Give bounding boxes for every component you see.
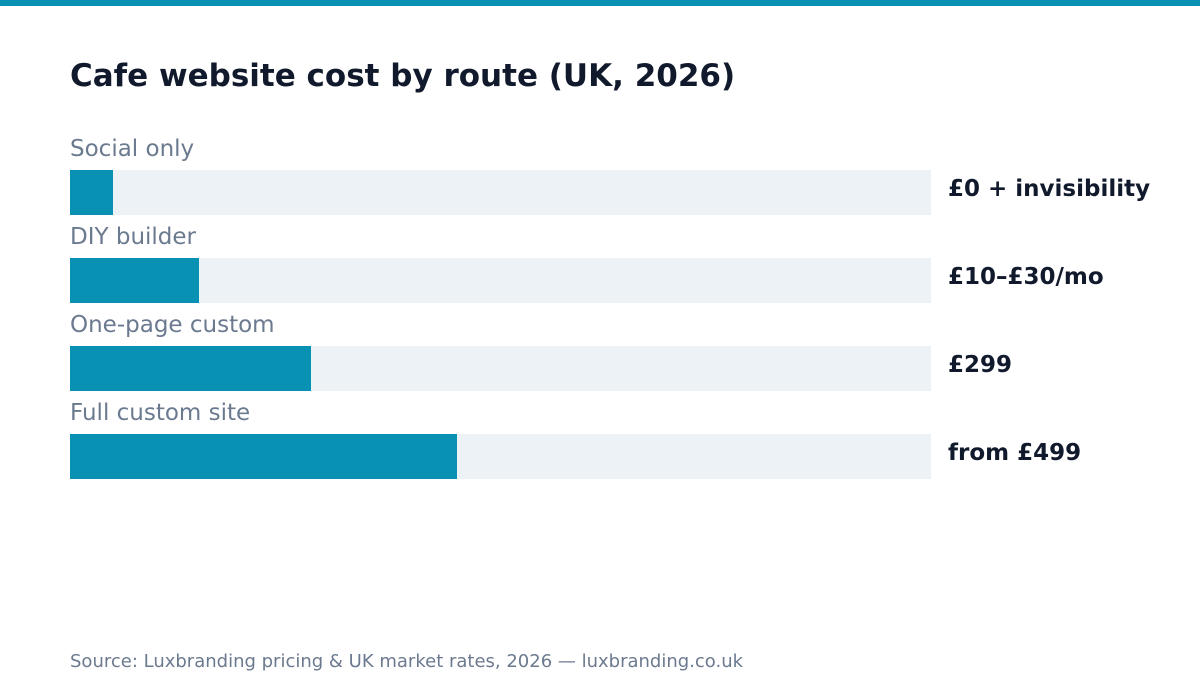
bar <box>70 434 457 479</box>
bar-row: One-page custom £299 <box>0 312 1200 414</box>
value-label: £299 <box>948 352 1013 378</box>
bar <box>70 170 113 215</box>
value-label: £10–£30/mo <box>948 264 1104 290</box>
bar-track <box>70 434 931 479</box>
value-label: from £499 <box>948 440 1082 466</box>
bar-track <box>70 258 931 303</box>
category-label: DIY builder <box>70 224 197 250</box>
bar-row: Full custom site from £499 <box>0 400 1200 502</box>
category-label: Social only <box>70 136 195 162</box>
category-label: One-page custom <box>70 312 275 338</box>
top-accent-bar <box>0 0 1200 6</box>
bar-row: Social only £0 + invisibility <box>0 136 1200 238</box>
bar-track <box>70 170 931 215</box>
source-note: Source: Luxbranding pricing & UK market … <box>70 651 744 672</box>
value-label: £0 + invisibility <box>948 176 1151 202</box>
chart-title: Cafe website cost by route (UK, 2026) <box>70 58 736 94</box>
bar-track <box>70 346 931 391</box>
bar-row: DIY builder £10–£30/mo <box>0 224 1200 326</box>
bar <box>70 258 199 303</box>
category-label: Full custom site <box>70 400 251 426</box>
bar <box>70 346 311 391</box>
